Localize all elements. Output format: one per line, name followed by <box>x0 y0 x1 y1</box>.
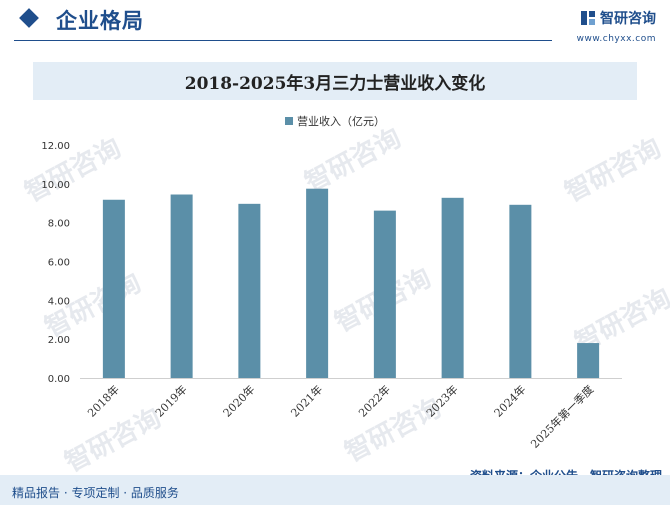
brand: 智研咨询 www.chyxx.com <box>577 8 656 44</box>
y-tick-label: 12.00 <box>41 141 70 152</box>
y-tick-label: 8.00 <box>48 219 70 230</box>
y-tick-label: 6.00 <box>48 258 70 269</box>
bars <box>102 188 600 378</box>
legend-label: 营业收入（亿元） <box>297 114 385 128</box>
bar <box>102 199 125 378</box>
chart-title: 2018-2025年3月三力士营业收入变化 <box>184 73 486 94</box>
y-tick-label: 4.00 <box>48 296 70 307</box>
x-tick-label: 2023年 <box>423 382 460 419</box>
x-tick-label: 2022年 <box>356 382 393 419</box>
bar <box>306 188 329 378</box>
footer: 精品报告 · 专项定制 · 品质服务 <box>0 475 670 505</box>
brand-logo-icon <box>581 11 595 25</box>
bar <box>441 197 464 378</box>
legend-swatch <box>285 117 293 125</box>
brand-name: 智研咨询 <box>600 11 656 27</box>
x-tick-label: 2019年 <box>152 382 189 419</box>
brand-url: www.chyxx.com <box>576 34 656 44</box>
chart-title-band: 2018-2025年3月三力士营业收入变化 <box>33 62 637 100</box>
bar <box>238 203 261 378</box>
x-tick-label: 2024年 <box>491 382 528 419</box>
x-tick-label: 2025年第一季度 <box>528 382 597 451</box>
section-title: 企业格局 <box>56 9 144 33</box>
y-axis: 0.00 2.00 4.00 6.00 8.00 10.00 12.00 <box>41 141 70 385</box>
y-tick-label: 2.00 <box>48 335 70 346</box>
bar <box>509 204 532 378</box>
x-tick-label: 2018年 <box>85 382 122 419</box>
bar <box>170 194 193 378</box>
header: 企业格局 智研咨询 www.chyxx.com <box>0 0 670 44</box>
bar <box>373 210 396 378</box>
x-tick-label: 2021年 <box>288 382 325 419</box>
footer-tagline: 精品报告 · 专项定制 · 品质服务 <box>12 486 179 500</box>
header-divider <box>14 40 552 41</box>
x-tick-label: 2020年 <box>220 382 257 419</box>
y-tick-label: 0.00 <box>48 374 70 385</box>
legend: 营业收入（亿元） <box>285 114 385 128</box>
x-axis: 2018年 2019年 2020年 2021年 2022年 2023年 2024年 2025年… <box>80 378 622 451</box>
y-tick-label: 10.00 <box>41 180 70 191</box>
bar-chart: 营业收入（亿元） 0.002.004.006.008.0010.0012.00 … <box>41 114 622 451</box>
bar <box>577 343 600 378</box>
